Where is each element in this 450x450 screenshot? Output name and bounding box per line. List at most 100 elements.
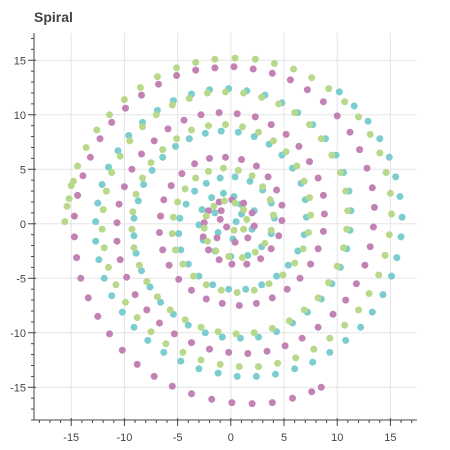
data-point — [292, 354, 300, 362]
data-point — [214, 369, 222, 377]
data-point — [251, 113, 259, 121]
data-point — [200, 219, 208, 227]
data-point — [233, 372, 241, 380]
data-point — [258, 93, 266, 101]
x-tick-label: -15 — [63, 432, 79, 444]
data-point — [396, 193, 404, 200]
data-point — [173, 135, 181, 143]
data-point — [181, 316, 189, 324]
data-point — [250, 222, 258, 230]
data-point — [244, 234, 252, 242]
data-point — [379, 291, 387, 299]
data-point — [314, 245, 322, 253]
data-point — [132, 249, 140, 257]
data-point — [214, 229, 222, 236]
data-point — [112, 281, 120, 289]
data-point — [140, 181, 148, 188]
data-point — [306, 158, 313, 166]
data-point — [343, 225, 351, 233]
data-point — [130, 323, 138, 331]
y-tick-label: -5 — [16, 273, 26, 285]
data-point — [365, 290, 373, 297]
data-point — [180, 116, 188, 124]
data-point — [86, 153, 94, 161]
data-point — [286, 76, 294, 84]
data-point — [188, 286, 195, 294]
data-point — [108, 169, 116, 176]
data-point — [160, 348, 168, 356]
data-point — [182, 200, 190, 208]
data-point — [156, 319, 163, 327]
data-point — [368, 184, 376, 192]
data-point — [192, 58, 200, 66]
data-point — [244, 251, 252, 259]
data-point — [251, 55, 259, 63]
data-point — [206, 154, 213, 162]
data-point — [364, 117, 372, 125]
data-point — [295, 142, 303, 150]
data-point — [173, 72, 181, 79]
data-point — [105, 263, 112, 271]
data-point — [333, 112, 341, 120]
data-point — [185, 135, 193, 143]
data-point — [102, 187, 110, 195]
data-point — [366, 130, 374, 138]
y-tick-label: 0 — [20, 219, 26, 231]
data-point — [77, 274, 85, 282]
y-tick-label: 5 — [20, 164, 26, 176]
data-point — [326, 348, 334, 356]
data-point — [212, 247, 220, 255]
data-point — [282, 148, 290, 156]
data-point — [319, 98, 327, 106]
data-point — [336, 169, 344, 176]
data-point — [157, 298, 165, 306]
data-point — [191, 187, 199, 195]
data-point — [100, 274, 108, 282]
data-point — [214, 328, 222, 336]
data-point — [173, 64, 181, 72]
data-point — [215, 109, 223, 117]
data-point — [246, 177, 254, 185]
data-point — [175, 230, 183, 238]
data-point — [192, 174, 200, 182]
data-point — [122, 298, 129, 306]
data-point — [123, 273, 131, 281]
data-point — [181, 185, 189, 193]
data-point — [252, 162, 260, 170]
data-point — [74, 191, 82, 199]
data-point — [198, 206, 206, 214]
data-point — [220, 197, 228, 205]
data-points — [61, 54, 406, 408]
data-point — [92, 237, 100, 245]
data-point — [211, 64, 219, 72]
data-point — [231, 199, 239, 207]
data-point — [300, 177, 308, 185]
data-point — [217, 207, 225, 215]
data-point — [118, 346, 126, 354]
data-point — [190, 272, 198, 280]
data-point — [159, 153, 167, 161]
data-point — [317, 383, 325, 391]
data-point — [268, 294, 276, 302]
data-point — [346, 128, 354, 136]
data-point — [278, 217, 286, 224]
data-point — [167, 182, 175, 190]
data-point — [283, 285, 291, 293]
data-point — [232, 218, 240, 226]
data-point — [116, 256, 124, 264]
data-point — [293, 162, 301, 170]
data-point — [234, 128, 242, 136]
data-point — [398, 213, 406, 221]
data-point — [174, 198, 182, 206]
data-point — [100, 244, 108, 252]
data-point — [134, 197, 142, 205]
data-point — [188, 126, 195, 134]
data-point — [211, 55, 219, 63]
data-point — [375, 271, 383, 279]
data-point — [341, 98, 349, 106]
x-tick-label: -10 — [116, 432, 132, 444]
data-point — [290, 65, 298, 73]
data-point — [264, 173, 272, 181]
data-point — [195, 272, 203, 280]
data-point — [205, 246, 212, 254]
